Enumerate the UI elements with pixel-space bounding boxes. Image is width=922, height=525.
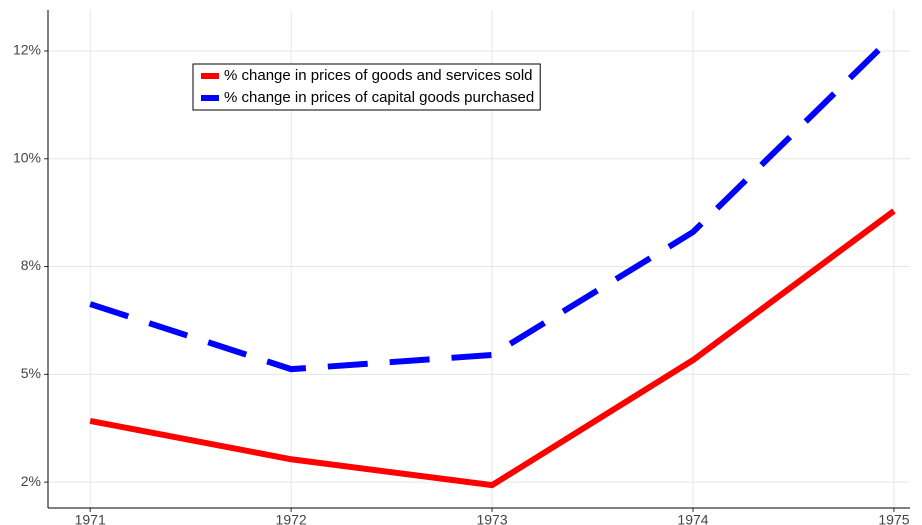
x-tick-label: 1971 [75,512,106,525]
y-tick-label: 10% [13,149,41,165]
y-tick-label: 2% [21,473,41,489]
y-tick-label: 12% [13,42,41,58]
x-tick-label: 1973 [476,512,507,525]
x-tick-label: 1975 [878,512,909,525]
x-tick-label: 1974 [677,512,708,525]
y-tick-label: 5% [21,365,41,381]
legend-label: % change in prices of capital goods purc… [224,89,534,106]
legend-box [192,63,541,111]
series-line [89,32,897,373]
series-line [89,208,896,489]
legend-label: % change in prices of goods and services… [224,67,533,84]
legend: % change in prices of goods and services… [192,63,541,111]
x-tick-label: 1972 [276,512,307,525]
y-tick-label: 8% [21,257,41,273]
